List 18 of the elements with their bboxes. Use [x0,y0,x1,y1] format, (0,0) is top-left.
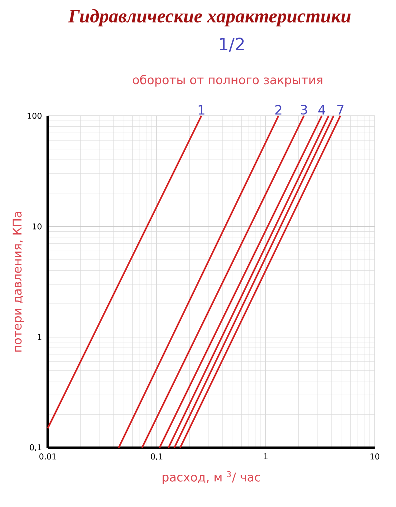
x-tick-label: 10 [370,454,380,460]
x-tick-label: 1 [264,454,268,460]
chart-title: Гидравлические характеристики [68,9,351,27]
x-axis-title: расход, м $^{3}$/ час [162,471,260,484]
series-label: 2 [276,105,282,115]
x-tick-label: 0,1 [151,454,163,461]
series-label: 4 [318,105,326,115]
y-tick-label: 100 [28,112,42,120]
y-tick-label: 1 [38,334,42,340]
y-tick-label: 10 [33,224,42,230]
y-axis-title: потери давления, КПа [12,212,24,352]
chart-subtitle: 1/2 [220,38,244,52]
y-tick-label: 0,1 [30,444,42,452]
series-label: 1 [198,105,205,115]
x-tick-label: 0,01 [40,454,56,461]
series-label: 3 [301,104,308,115]
legend-title: обороты от полного закрытия [133,75,323,87]
series-label: 7 [338,105,344,115]
